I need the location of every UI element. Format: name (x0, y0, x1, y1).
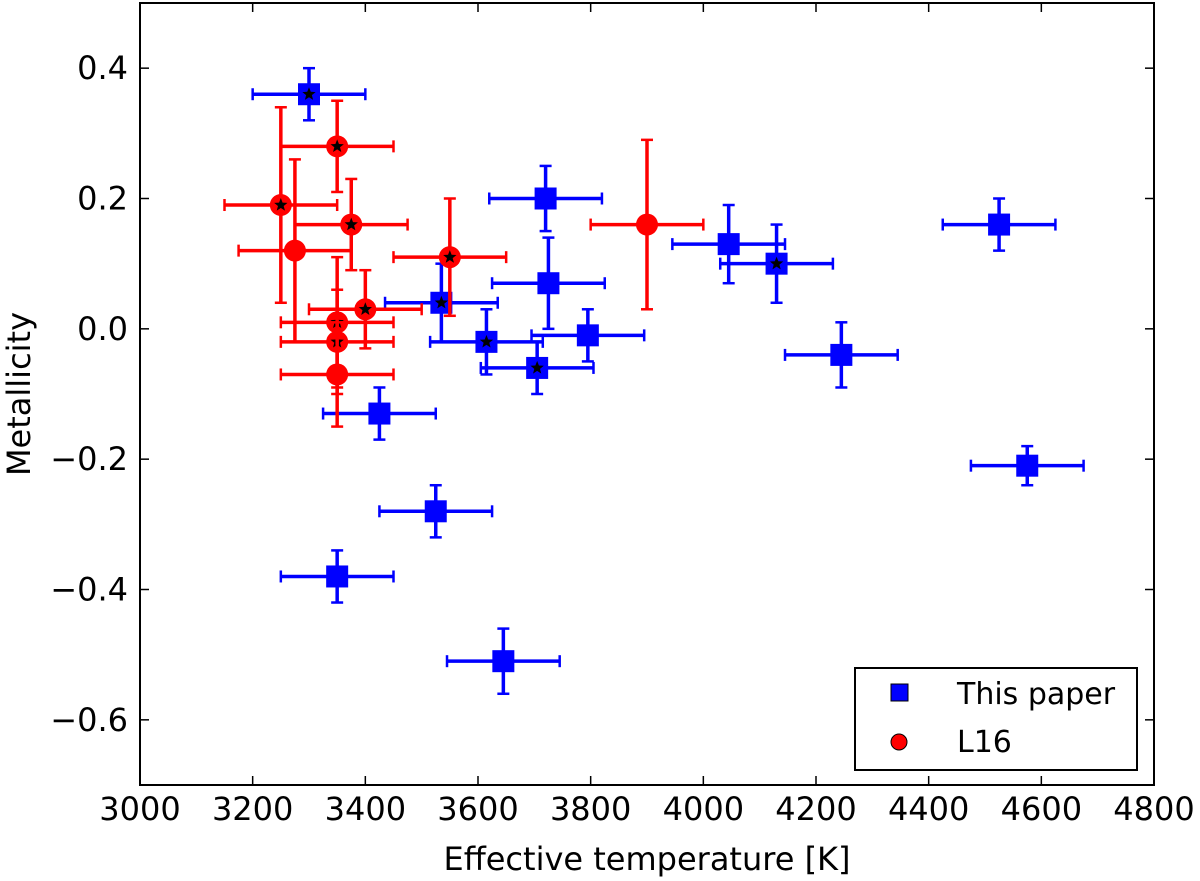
star-marker (274, 198, 288, 211)
data-point (969, 444, 1085, 487)
data-point (279, 321, 395, 428)
square-marker (534, 187, 557, 210)
data-point (445, 627, 561, 696)
square-marker (326, 565, 349, 588)
x-tick-label: 4800 (1113, 790, 1194, 828)
data-point (307, 268, 423, 350)
square-marker (576, 324, 599, 347)
y-tick-label: −0.2 (50, 440, 128, 478)
y-tick-label: 0.0 (77, 310, 128, 348)
square-marker (1016, 454, 1039, 477)
data-point (428, 308, 545, 376)
square-marker (830, 343, 853, 366)
circle-marker (326, 363, 349, 386)
circle-marker (283, 239, 306, 262)
legend-label-l16: L16 (957, 725, 1012, 760)
x-tick-label: 3000 (99, 790, 180, 828)
data-point (479, 340, 595, 396)
square-marker (492, 650, 515, 673)
y-axis-ticks: −0.6 −0.4 −0.2 0.0 0.2 0.4 (50, 49, 1154, 739)
square-marker (988, 213, 1011, 236)
data-point (378, 483, 494, 539)
star-marker (769, 256, 784, 270)
y-tick-label: 0.4 (77, 49, 128, 87)
star-marker (434, 295, 449, 309)
star-marker (358, 302, 372, 315)
x-tick-label: 3400 (325, 790, 406, 828)
legend-square-marker (890, 683, 909, 702)
square-marker (717, 233, 740, 256)
y-axis-label: Metallicity (0, 312, 38, 476)
x-axis-label: Effective temperature [K] (443, 840, 850, 878)
y-tick-label: −0.6 (50, 701, 128, 739)
x-tick-label: 3600 (437, 790, 518, 828)
x-tick-label: 4400 (888, 790, 969, 828)
data-series (223, 66, 1085, 696)
square-marker (537, 272, 560, 295)
x-axis-ticks: 3000 3200 3400 3600 3800 4000 4200 4400 4600 4800 (99, 3, 1195, 828)
series-this-paper (251, 66, 1085, 696)
plot-area (139, 2, 1155, 786)
legend: This paper L16 (854, 667, 1138, 771)
legend-label-this-paper: This paper (956, 677, 1116, 712)
data-point (321, 386, 437, 441)
data-point (279, 99, 395, 194)
data-point (490, 236, 606, 331)
star-marker (443, 250, 457, 263)
y-tick-label: −0.4 (50, 571, 128, 609)
data-point (671, 203, 787, 285)
x-tick-label: 3800 (550, 790, 631, 828)
data-point (488, 164, 604, 233)
x-tick-label: 4000 (663, 790, 744, 828)
data-point (718, 223, 835, 305)
x-tick-label: 3200 (212, 790, 293, 828)
star-marker (530, 360, 544, 374)
star-marker (330, 139, 344, 153)
star-marker (344, 217, 358, 231)
x-tick-label: 4600 (1001, 790, 1082, 828)
data-point (392, 197, 508, 318)
star-marker (479, 334, 494, 348)
circle-marker (636, 213, 658, 236)
x-tick-label: 4200 (775, 790, 856, 828)
data-point (251, 66, 367, 122)
y-tick-label: 0.2 (77, 180, 128, 218)
legend-circle-marker (890, 733, 908, 751)
square-marker (424, 500, 447, 523)
series-l16 (223, 99, 705, 428)
data-point (530, 308, 646, 363)
data-point (783, 321, 899, 389)
data-point (279, 549, 395, 604)
data-point (383, 262, 499, 344)
data-point (589, 138, 705, 311)
data-point (941, 197, 1057, 252)
data-point (293, 177, 409, 272)
square-marker (368, 402, 391, 425)
star-marker (302, 87, 316, 100)
data-point (223, 106, 339, 305)
